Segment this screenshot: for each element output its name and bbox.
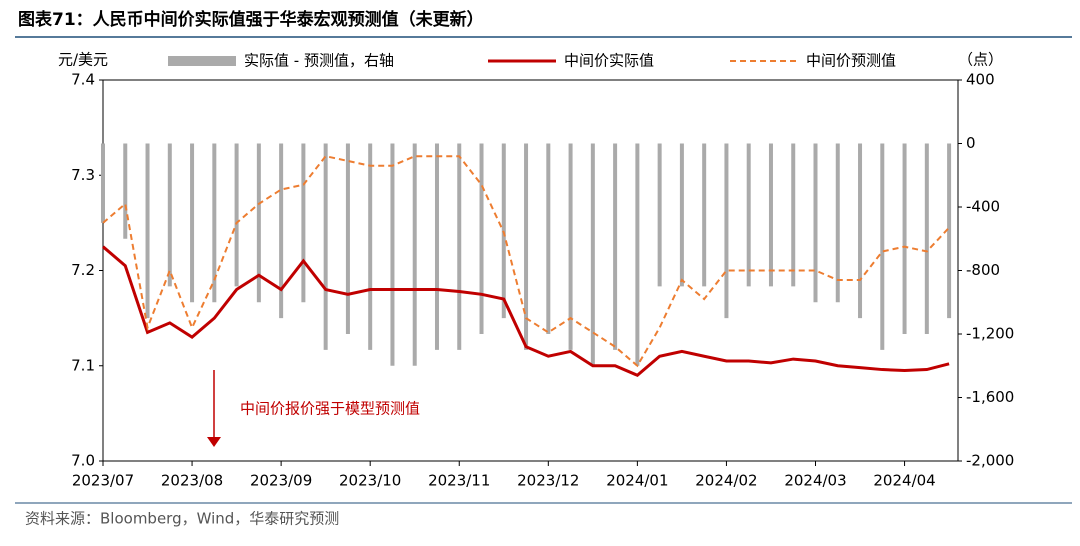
- bar: [101, 143, 105, 223]
- bar: [524, 143, 529, 350]
- x-tick-label: 2024/01: [606, 472, 668, 490]
- bar: [412, 143, 417, 366]
- legend-label: 中间价实际值: [564, 52, 654, 70]
- y2-tick-label: -2,000: [966, 452, 1014, 470]
- legend-label: 中间价预测值: [806, 52, 896, 70]
- x-tick-label: 2024/03: [784, 472, 846, 490]
- bar: [457, 143, 462, 350]
- bar: [256, 143, 261, 303]
- x-tick-label: 2023/09: [250, 472, 312, 490]
- x-tick-label: 2023/08: [161, 472, 223, 490]
- bar: [724, 143, 729, 319]
- y2-tick-label: -800: [966, 261, 1000, 279]
- y2-tick-label: 0: [966, 134, 976, 152]
- x-tick-label: 2024/04: [873, 472, 935, 490]
- bar: [902, 143, 907, 334]
- x-tick-label: 2023/11: [428, 472, 490, 490]
- x-tick-label: 2023/07: [72, 472, 134, 490]
- bar: [702, 143, 707, 287]
- bar: [679, 143, 684, 287]
- bar: [568, 143, 573, 350]
- bar: [145, 143, 150, 319]
- y2-tick-label: -1,200: [966, 325, 1014, 343]
- x-tick-label: 2023/12: [517, 472, 579, 490]
- bar: [590, 143, 595, 366]
- bar: [123, 143, 128, 239]
- y-tick-label: 7.2: [71, 261, 95, 279]
- bar: [924, 143, 929, 334]
- y-tick-label: 7.4: [71, 71, 95, 89]
- plot-frame: [102, 79, 959, 462]
- chart-title: 图表71：人民币中间价实际值强于华泰宏观预测值（未更新）: [18, 9, 484, 30]
- bar: [835, 143, 840, 303]
- y-tick-label: 7.1: [71, 356, 95, 374]
- bar: [279, 143, 284, 319]
- y2-tick-label: -400: [966, 198, 1000, 216]
- bar: [635, 143, 640, 366]
- y-tick-label: 7.3: [71, 166, 95, 184]
- bar: [368, 143, 373, 350]
- bar: [768, 143, 773, 287]
- bar: [746, 143, 751, 287]
- line-series: [102, 155, 950, 368]
- bar: [190, 143, 195, 303]
- bar: [880, 143, 885, 350]
- bar: [546, 143, 551, 334]
- legend-label: 实际值 - 预测值，右轴: [244, 52, 394, 70]
- bar: [167, 143, 172, 287]
- x-tick-label: 2023/10: [339, 472, 401, 490]
- bar: [434, 143, 439, 350]
- bar: [323, 143, 328, 350]
- bar: [390, 143, 395, 366]
- bar: [345, 143, 350, 334]
- bar: [613, 143, 618, 350]
- x-tick-label: 2024/02: [695, 472, 757, 490]
- y2-tick-label: -1,600: [966, 388, 1014, 406]
- bar: [947, 143, 952, 319]
- y-tick-label: 7.0: [71, 452, 95, 470]
- legend-swatch: [168, 56, 236, 66]
- bar: [791, 143, 796, 287]
- annotation-arrowhead: [207, 437, 221, 447]
- bar: [234, 143, 239, 287]
- bar: [813, 143, 818, 303]
- y-axis-label: 元/美元: [58, 51, 108, 69]
- bar: [858, 143, 863, 319]
- bar: [657, 143, 662, 287]
- bar: [212, 143, 217, 303]
- source: 资料来源：Bloomberg，Wind，华泰研究预测: [25, 510, 339, 528]
- y2-axis-label: （点）: [958, 51, 1003, 69]
- y2-tick-label: 400: [966, 71, 995, 89]
- line-series: [102, 245, 950, 378]
- bar: [301, 143, 306, 303]
- annotation: 中间价报价强于模型预测值: [240, 400, 420, 418]
- bar: [479, 143, 484, 334]
